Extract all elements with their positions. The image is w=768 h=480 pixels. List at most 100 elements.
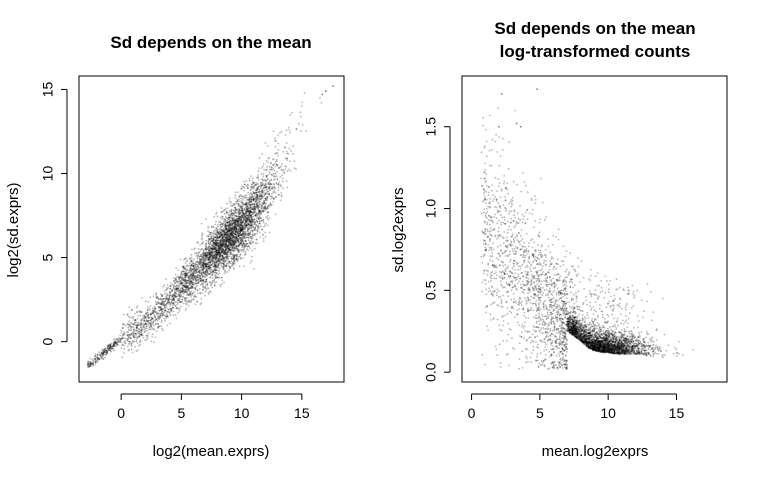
scatter-point xyxy=(163,293,166,295)
scatter-point xyxy=(210,247,213,250)
scatter-point xyxy=(128,306,131,309)
scatter-point xyxy=(208,263,211,265)
scatter-point xyxy=(193,268,196,270)
scatter-point xyxy=(224,224,227,227)
scatter-point xyxy=(270,161,272,164)
scatter-point xyxy=(282,187,284,190)
scatter-point xyxy=(98,351,100,353)
scatter-point xyxy=(210,251,213,254)
scatter-point xyxy=(204,294,206,297)
scatter-point xyxy=(200,266,203,268)
scatter-point xyxy=(160,321,163,324)
scatter-point xyxy=(624,321,626,323)
scatter-point xyxy=(127,326,130,329)
scatter-point xyxy=(207,287,210,290)
scatter-point xyxy=(292,152,294,155)
scatter-point xyxy=(174,278,177,280)
scatter-point xyxy=(228,239,231,241)
scatter-point xyxy=(94,360,97,363)
scatter-point xyxy=(170,308,173,310)
scatter-point xyxy=(285,129,288,132)
scatter-point xyxy=(263,224,266,227)
scatter-point xyxy=(226,229,229,232)
scatter-point xyxy=(100,351,103,354)
scatter-point xyxy=(130,345,133,347)
scatter-point xyxy=(151,307,154,309)
scatter-point xyxy=(219,216,222,219)
scatter-point xyxy=(259,198,262,201)
scatter-point xyxy=(222,242,225,245)
scatter-point xyxy=(190,273,192,276)
scatter-point xyxy=(214,236,217,239)
scatter-point xyxy=(291,111,293,114)
scatter-point xyxy=(225,253,228,256)
scatter-point xyxy=(138,328,140,330)
scatter-point xyxy=(223,234,226,237)
scatter-point xyxy=(187,305,190,307)
scatter-point xyxy=(257,207,259,209)
scatter-point xyxy=(232,238,235,241)
scatter-point xyxy=(143,319,146,321)
scatter-point xyxy=(200,262,203,265)
scatter-point xyxy=(254,208,257,211)
scatter-point xyxy=(196,274,199,276)
scatter-point xyxy=(140,333,143,336)
scatter-point xyxy=(511,282,513,285)
scatter-point xyxy=(293,160,296,163)
scatter-point xyxy=(185,307,188,310)
scatter-point xyxy=(301,124,304,126)
scatter-point xyxy=(286,157,289,160)
scatter-point xyxy=(238,231,241,233)
scatter-point xyxy=(112,344,115,346)
scatter-point xyxy=(205,265,208,268)
scatter-point xyxy=(226,202,228,205)
scatter-point xyxy=(205,271,207,274)
scatter-point xyxy=(225,239,228,242)
scatter-point xyxy=(251,213,254,216)
scatter-point xyxy=(254,214,256,217)
scatter-point xyxy=(218,255,221,258)
scatter-point xyxy=(260,204,263,207)
scatter-point xyxy=(274,145,277,148)
scatter-point xyxy=(136,311,139,313)
scatter-point xyxy=(234,231,237,234)
scatter-point xyxy=(191,283,194,286)
scatter-point xyxy=(254,201,257,203)
scatter-point xyxy=(556,287,559,290)
scatter-point xyxy=(230,200,232,203)
scatter-point xyxy=(194,287,197,290)
scatter-point xyxy=(179,295,182,298)
scatter-point xyxy=(229,214,232,216)
scatter-point xyxy=(243,265,245,267)
scatter-point xyxy=(168,322,171,325)
scatter-point xyxy=(305,130,307,132)
scatter-point xyxy=(233,209,236,212)
scatter-point xyxy=(158,306,160,308)
scatter-point xyxy=(268,193,270,196)
scatter-point xyxy=(508,253,511,256)
scatter-point xyxy=(215,237,218,240)
scatter-point xyxy=(146,314,149,317)
scatter-point xyxy=(176,303,179,305)
scatter-point xyxy=(152,309,155,312)
scatter-point xyxy=(264,142,267,144)
scatter-point xyxy=(231,245,234,248)
scatter-point xyxy=(211,259,214,262)
scatter-point xyxy=(187,288,190,290)
scatter-point xyxy=(236,208,239,211)
scatter-point xyxy=(144,339,147,342)
scatter-point xyxy=(278,193,281,196)
scatter-point xyxy=(243,228,246,231)
scatter-point xyxy=(221,255,224,257)
scatter-point xyxy=(255,196,257,199)
scatter-point xyxy=(246,218,249,221)
scatter-point xyxy=(200,266,202,269)
scatter-point xyxy=(106,347,109,350)
scatter-point xyxy=(204,264,207,267)
scatter-point xyxy=(273,163,276,165)
scatter-point xyxy=(270,183,273,186)
scatter-point xyxy=(207,265,210,268)
scatter-point xyxy=(158,310,161,312)
scatter-point xyxy=(237,220,239,223)
scatter-point xyxy=(175,267,178,270)
